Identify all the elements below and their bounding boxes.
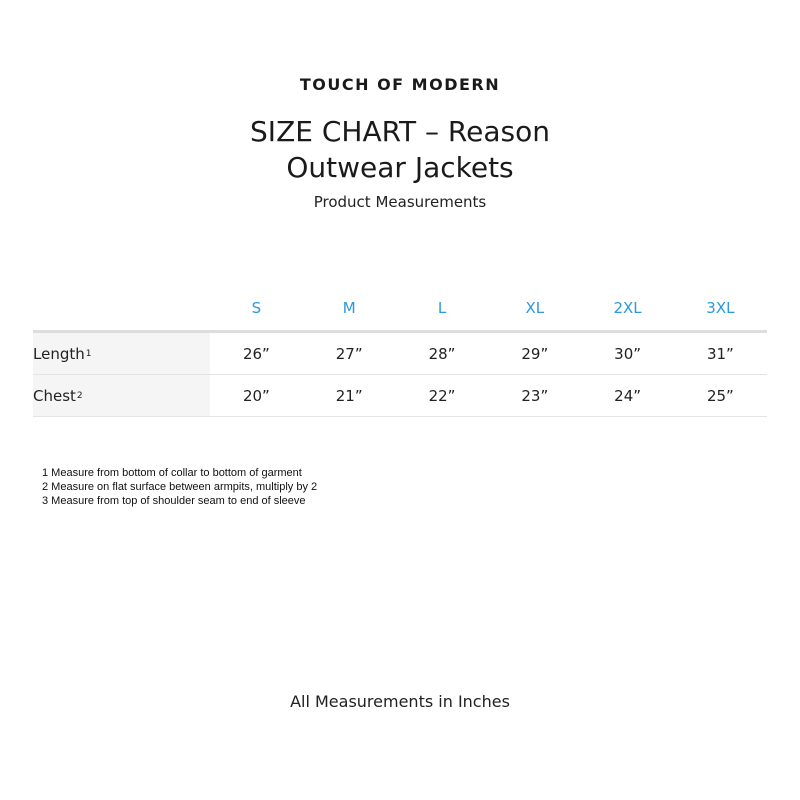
table-cell: 23” — [521, 386, 549, 405]
footnote: 1 Measure from bottom of collar to botto… — [42, 467, 302, 479]
footnotes: 1 Measure from bottom of collar to botto… — [42, 466, 317, 508]
table-cell: 25” — [706, 386, 734, 405]
table-cell: 22” — [428, 386, 456, 405]
title-line-1: SIZE CHART – Reason — [250, 115, 550, 148]
header-spacer — [33, 286, 210, 330]
brand-logo: TOUCH OF MODERN — [299, 75, 501, 94]
footnote: 3 Measure from top of shoulder seam to e… — [42, 495, 306, 507]
row-label-text: Chest — [33, 386, 76, 405]
table-cell: 26” — [242, 344, 270, 363]
table-cell: 28” — [428, 344, 456, 363]
footnote-ref: 2 — [76, 390, 83, 401]
units-note: All Measurements in Inches — [290, 692, 510, 711]
title-line-2: Outwear Jackets — [286, 151, 514, 184]
table-cell: 21” — [335, 386, 363, 405]
page-title: SIZE CHART – Reason Outwear Jackets — [0, 114, 800, 186]
footnote: 2 Measure on flat surface between armpit… — [42, 481, 318, 493]
table-cell: 30” — [614, 344, 642, 363]
table-cell: 29” — [521, 344, 549, 363]
table-cell: 31” — [706, 344, 734, 363]
size-header: 2XL — [613, 299, 642, 317]
size-header-row: S M L XL 2XL 3XL — [33, 286, 767, 333]
size-header: M — [342, 299, 356, 317]
size-header: XL — [525, 299, 545, 317]
table-cell: 20” — [242, 386, 270, 405]
size-table: S M L XL 2XL 3XL Length 1 26” 27” 28” 29”… — [33, 286, 767, 417]
size-header: L — [437, 299, 447, 317]
row-label-text: Length — [33, 344, 85, 363]
row-label: Chest 2 — [33, 375, 210, 416]
row-label: Length 1 — [33, 333, 210, 374]
table-row-chest: Chest 2 20” 21” 22” 23” 24” 25” — [33, 375, 767, 417]
table-cell: 27” — [335, 344, 363, 363]
size-header: S — [251, 299, 262, 317]
footnote-ref: 1 — [85, 348, 92, 359]
subtitle: Product Measurements — [313, 193, 487, 211]
size-header: 3XL — [706, 299, 735, 317]
table-cell: 24” — [614, 386, 642, 405]
table-row-length: Length 1 26” 27” 28” 29” 30” 31” — [33, 333, 767, 375]
